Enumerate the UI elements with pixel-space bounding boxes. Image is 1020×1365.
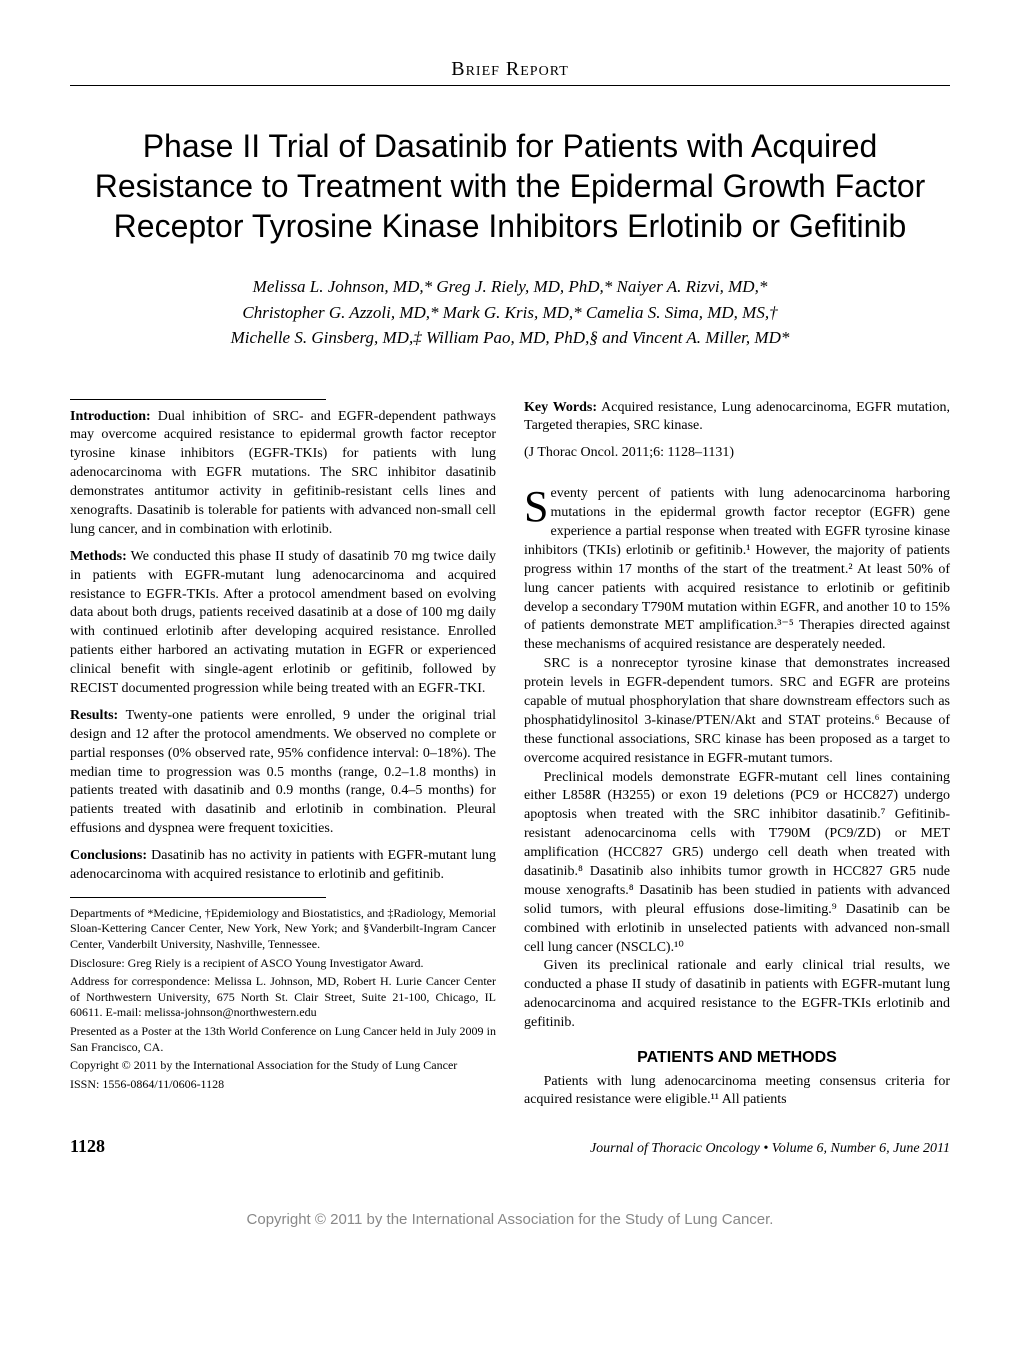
- results-text: Twenty-one patients were enrolled, 9 und…: [70, 708, 496, 836]
- dropcap: S: [524, 485, 550, 527]
- abstract-intro: Introduction: Dual inhibition of SRC- an…: [70, 408, 496, 540]
- affil-presented: Presented as a Poster at the 13th World …: [70, 1024, 496, 1055]
- page-number: 1128: [70, 1136, 105, 1157]
- two-column-layout: Introduction: Dual inhibition of SRC- an…: [70, 399, 950, 1111]
- body-paragraph: Patients with lung adenocarcinoma meetin…: [524, 1073, 950, 1111]
- keywords-line: Key Words: Acquired resistance, Lung ade…: [524, 399, 950, 437]
- page-footer: 1128 Journal of Thoracic Oncology • Volu…: [70, 1136, 950, 1157]
- bottom-copyright: Copyright © 2011 by the International As…: [0, 1197, 1020, 1238]
- authors-line: Christopher G. Azzoli, MD,* Mark G. Kris…: [70, 300, 950, 326]
- keywords-label: Key Words:: [524, 400, 597, 415]
- affil-top-rule: [70, 897, 326, 898]
- body-text: Seventy percent of patients with lung ad…: [524, 485, 950, 1110]
- abstract-methods: Methods: We conducted this phase II stud…: [70, 548, 496, 699]
- left-column: Introduction: Dual inhibition of SRC- an…: [70, 399, 496, 1111]
- article-title: Phase II Trial of Dasatinib for Patients…: [70, 126, 950, 246]
- methods-text: We conducted this phase II study of dasa…: [70, 549, 496, 696]
- authors-line: Michelle S. Ginsberg, MD,‡ William Pao, …: [70, 325, 950, 351]
- citation: (J Thorac Oncol. 2011;6: 1128–1131): [524, 444, 950, 463]
- intro-label: Introduction:: [70, 409, 151, 424]
- section-heading: PATIENTS AND METHODS: [524, 1047, 950, 1069]
- right-column: Key Words: Acquired resistance, Lung ade…: [524, 399, 950, 1111]
- methods-label: Methods:: [70, 549, 127, 564]
- affil-depts: Departments of *Medicine, †Epidemiology …: [70, 906, 496, 953]
- affil-copyright: Copyright © 2011 by the International As…: [70, 1058, 496, 1074]
- body-paragraph: Given its preclinical rationale and earl…: [524, 957, 950, 1033]
- body-paragraph: SRC is a nonreceptor tyrosine kinase tha…: [524, 655, 950, 768]
- body-p1: eventy percent of patients with lung ade…: [524, 486, 950, 652]
- abstract-results: Results: Twenty-one patients were enroll…: [70, 707, 496, 839]
- affil-issn: ISSN: 1556-0864/11/0606-1128: [70, 1077, 496, 1093]
- authors-line: Melissa L. Johnson, MD,* Greg J. Riely, …: [70, 274, 950, 300]
- intro-text: Dual inhibition of SRC- and EGFR-depende…: [70, 409, 496, 537]
- body-paragraph: Preclinical models demonstrate EGFR-muta…: [524, 769, 950, 958]
- affiliations-block: Departments of *Medicine, †Epidemiology …: [70, 906, 496, 1093]
- page-container: Brief Report Phase II Trial of Dasatinib…: [0, 0, 1020, 1197]
- section-header: Brief Report: [70, 58, 950, 81]
- journal-info: Journal of Thoracic Oncology • Volume 6,…: [590, 1141, 950, 1157]
- horizontal-rule: [70, 85, 950, 86]
- affil-disclosure: Disclosure: Greg Riely is a recipient of…: [70, 956, 496, 972]
- conclusions-label: Conclusions:: [70, 848, 147, 863]
- abstract-top-rule: [70, 399, 326, 400]
- abstract-conclusions: Conclusions: Dasatinib has no activity i…: [70, 847, 496, 885]
- abstract-block: Introduction: Dual inhibition of SRC- an…: [70, 408, 496, 885]
- results-label: Results:: [70, 708, 118, 723]
- body-paragraph: Seventy percent of patients with lung ad…: [524, 485, 950, 655]
- affil-correspondence: Address for correspondence: Melissa L. J…: [70, 974, 496, 1021]
- author-list: Melissa L. Johnson, MD,* Greg J. Riely, …: [70, 274, 950, 351]
